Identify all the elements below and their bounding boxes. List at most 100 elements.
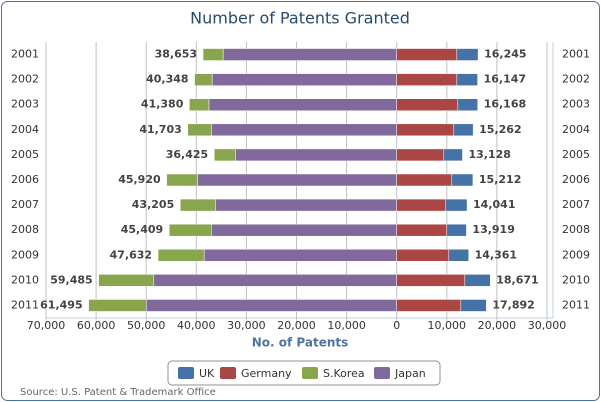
y-tick-label-right: 2001	[562, 48, 590, 61]
bar	[445, 198, 468, 212]
x-tick-label: 10,000	[327, 319, 366, 332]
total-label: 15,212	[479, 173, 521, 186]
y-tick-label: 2008	[11, 223, 39, 236]
y-tick-label: 2001	[11, 48, 39, 61]
bar	[202, 48, 224, 61]
legend-label: Japan	[394, 367, 426, 380]
bar	[235, 148, 397, 162]
total-label: 45,920	[118, 173, 161, 186]
bar	[396, 48, 458, 61]
y-tick-label: 2009	[11, 248, 39, 261]
bar	[396, 249, 450, 262]
x-axis-title: No. of Patents	[252, 336, 349, 350]
total-label: 15,262	[479, 123, 521, 136]
bar	[396, 274, 466, 287]
bar	[211, 73, 397, 86]
bar	[215, 198, 397, 212]
bar	[197, 173, 397, 187]
bar	[396, 173, 453, 187]
total-label: 61,495	[40, 298, 82, 311]
x-tick-label: 30,000	[528, 319, 567, 332]
bar	[222, 48, 397, 61]
y-tick-label: 2007	[11, 198, 39, 211]
total-label: 16,168	[484, 98, 526, 111]
bar	[396, 223, 448, 237]
bar	[213, 148, 237, 162]
bar	[396, 198, 447, 212]
y-tick-label-right: 2003	[562, 98, 590, 111]
source: Source: U.S. Patent & Trademark Office	[20, 387, 216, 398]
y-tick-label-right: 2011	[562, 298, 590, 311]
bar	[88, 299, 147, 312]
y-tick-label: 2006	[11, 173, 39, 186]
total-label: 14,041	[473, 198, 515, 211]
total-label: 16,245	[484, 48, 526, 61]
total-label: 18,671	[496, 273, 538, 286]
total-label: 41,703	[139, 123, 181, 136]
bar	[189, 98, 210, 111]
bar	[453, 123, 474, 137]
legend-swatch	[220, 367, 236, 379]
bar	[396, 73, 458, 86]
y-tick-label: 2002	[11, 73, 39, 86]
total-label: 38,653	[155, 48, 197, 61]
bar	[194, 73, 213, 86]
bar	[456, 73, 478, 86]
x-tick-label: 30,000	[227, 319, 266, 332]
bar	[460, 299, 487, 312]
x-tick-label: 0	[393, 319, 400, 332]
legend-swatch	[374, 367, 390, 379]
bar	[145, 299, 397, 312]
legend-label: Germany	[241, 367, 292, 380]
total-label: 43,205	[132, 198, 174, 211]
y-tick-label: 2003	[11, 98, 39, 111]
y-tick-label-right: 2010	[562, 273, 590, 286]
bar	[187, 123, 212, 137]
bar	[396, 98, 459, 111]
total-label: 13,128	[468, 148, 510, 161]
x-tick-label: 50,000	[127, 319, 166, 332]
total-label: 59,485	[50, 273, 92, 286]
bar	[451, 173, 474, 187]
bar	[157, 249, 205, 262]
y-tick-label-right: 2007	[562, 198, 590, 211]
total-label: 14,361	[475, 248, 517, 261]
total-label: 17,892	[492, 298, 534, 311]
bar	[211, 223, 397, 237]
x-tick-label: 40,000	[177, 319, 216, 332]
y-tick-label: 2004	[11, 123, 39, 136]
legend-label: UK	[199, 367, 215, 380]
bar	[153, 274, 397, 287]
chart-title: Number of Patents Granted	[190, 9, 410, 28]
bar	[396, 148, 445, 162]
bar	[208, 98, 397, 111]
total-label: 40,348	[146, 73, 188, 86]
y-tick-label-right: 2008	[562, 223, 590, 236]
total-label: 16,147	[484, 73, 526, 86]
y-tick-label-right: 2002	[562, 73, 590, 86]
total-label: 45,409	[121, 223, 163, 236]
bar	[98, 274, 155, 287]
bar	[457, 98, 478, 111]
legend-swatch	[302, 367, 318, 379]
y-tick-label-right: 2004	[562, 123, 590, 136]
x-tick-label: 60,000	[77, 319, 116, 332]
y-tick-label: 2005	[11, 148, 39, 161]
bar	[179, 198, 216, 212]
bar	[456, 48, 479, 61]
legend-swatch	[178, 367, 194, 379]
bar	[211, 123, 397, 137]
bar	[446, 223, 467, 237]
y-tick-label-right: 2005	[562, 148, 590, 161]
bar	[464, 274, 491, 287]
total-label: 41,380	[141, 98, 184, 111]
bar	[448, 249, 469, 262]
y-tick-label-right: 2009	[562, 248, 590, 261]
x-tick-label: 20,000	[478, 319, 517, 332]
total-label: 36,425	[166, 148, 208, 161]
bar	[396, 299, 462, 312]
total-label: 13,919	[472, 223, 514, 236]
x-tick-label: 10,000	[428, 319, 467, 332]
y-tick-label: 2010	[11, 273, 39, 286]
